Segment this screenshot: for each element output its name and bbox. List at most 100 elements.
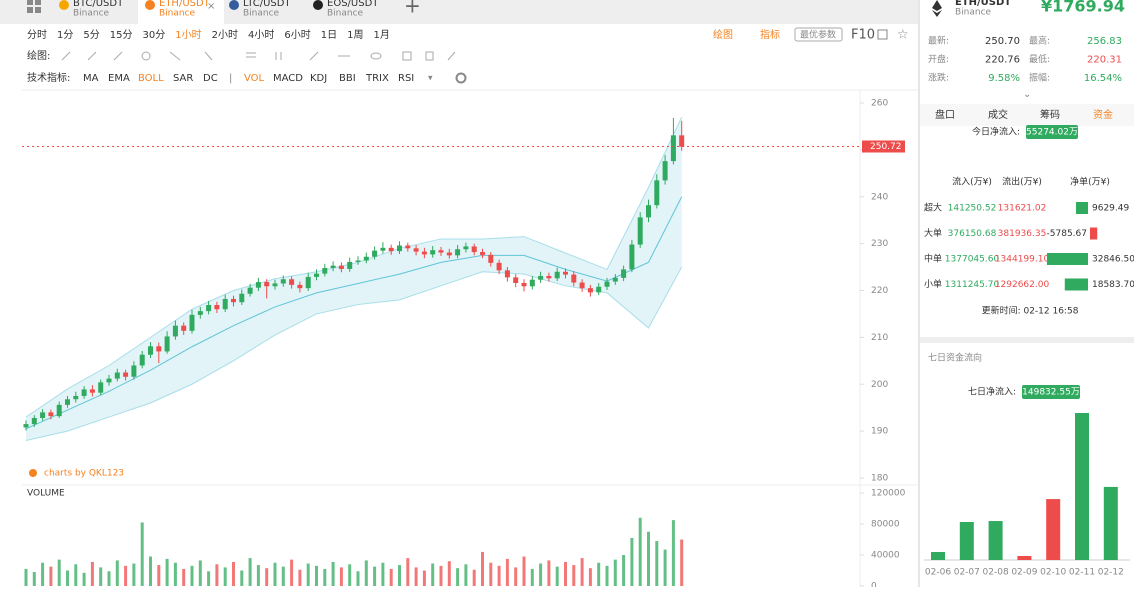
indicator-option[interactable]: TRIX (365, 73, 389, 84)
tab-bar (0, 0, 918, 24)
candle-body (164, 336, 170, 352)
seven-day-bar (931, 551, 945, 560)
interval-button[interactable]: 2小时 (212, 29, 238, 41)
candle-body (189, 314, 195, 331)
panel-tab[interactable]: 资金 (1093, 108, 1113, 121)
expand-arrow[interactable]: ⌄ (1023, 89, 1031, 100)
interval-button[interactable]: 分时 (27, 29, 47, 41)
interval-button[interactable]: 15分 (110, 29, 133, 41)
volume-bar (422, 570, 426, 586)
panel-tab[interactable]: 盘口 (935, 108, 955, 121)
volume-bar (306, 563, 310, 586)
candle-body (571, 274, 577, 283)
watermark: charts by QKL123 (44, 469, 124, 479)
draw-tools[interactable] (61, 51, 456, 61)
candle-body (148, 346, 153, 355)
indicator-button[interactable]: 指标 (760, 28, 780, 41)
interval-button[interactable]: 1月 (373, 29, 389, 41)
fullscreen-icon[interactable] (877, 29, 888, 40)
candle-body (65, 399, 70, 405)
more-arrow[interactable]: ▾ (428, 74, 433, 84)
param-label[interactable]: 最优参数 (800, 29, 836, 41)
volume-bar (207, 571, 211, 586)
stat-value: 9.58% (988, 73, 1020, 84)
candle-body (463, 246, 469, 250)
volume-bar (223, 567, 227, 586)
candle-body (222, 298, 228, 310)
candle-body (546, 275, 552, 279)
interval-button[interactable]: 6小时 (284, 29, 310, 41)
indicator-option[interactable]: KDJ (310, 73, 327, 84)
volume-bar (74, 564, 78, 586)
candle-body (206, 305, 212, 312)
seven-day-bar (959, 522, 974, 560)
draw-button[interactable]: 绘图 (713, 28, 733, 41)
add-tab[interactable]: + (404, 0, 421, 18)
star-icon[interactable]: ☆ (897, 28, 909, 43)
panel-exchange: Binance (955, 8, 992, 18)
candle-body (247, 287, 253, 294)
tab-symbol[interactable]: ETH/USDT (159, 0, 211, 9)
candle-body (380, 247, 386, 251)
indicator-option[interactable]: BOLL (138, 73, 164, 84)
candle-body (81, 389, 87, 396)
seven-day-bar (1017, 555, 1032, 560)
coin-icon (59, 0, 69, 10)
indicator-option[interactable]: MACD (273, 73, 303, 84)
volume-bar (373, 566, 377, 586)
draw-label: 绘图: (27, 49, 50, 62)
y-tick-label: 180 (871, 474, 888, 484)
f10-button[interactable]: F10 (851, 28, 875, 43)
candle-body (305, 276, 311, 289)
param-button[interactable] (794, 27, 843, 42)
interval-button[interactable]: 1周 (347, 29, 363, 41)
candle-body (438, 250, 444, 253)
interval-button[interactable]: 5分 (83, 29, 99, 41)
candle-body (239, 293, 245, 303)
indicator-option[interactable]: DC (203, 73, 218, 84)
volume-bar (90, 561, 94, 586)
volume-bar (647, 531, 650, 586)
tab-close[interactable]: × (207, 1, 215, 12)
interval-button[interactable]: 4小时 (248, 29, 274, 41)
tab-symbol[interactable]: LTC/USDT (243, 0, 291, 9)
interval-button[interactable]: 1小时 (175, 29, 201, 41)
panel-tab[interactable]: 成交 (988, 108, 1008, 121)
volume-bar (315, 565, 318, 586)
interval-button[interactable]: 30分 (142, 29, 165, 41)
candle-body (231, 298, 236, 303)
candle-body (405, 245, 411, 249)
interval-button[interactable]: 1日 (321, 30, 337, 41)
flow-out: 381936.35 (998, 229, 1047, 239)
volume-bar (132, 563, 136, 586)
net-bar (1046, 253, 1088, 265)
volume-bar (140, 522, 144, 586)
indicator-option[interactable]: VOL (244, 73, 265, 84)
indicator-option[interactable]: MA (83, 73, 99, 84)
candle-body (646, 205, 651, 218)
candle-body (529, 279, 535, 287)
indicator-option[interactable]: BBI (339, 73, 356, 84)
flow-label: 超大 (924, 202, 942, 214)
indicator-option[interactable]: RSI (398, 73, 414, 84)
flow-out: 1292662.00 (995, 280, 1050, 290)
volume-bar (182, 568, 186, 586)
candle-body (679, 135, 685, 147)
settings-icon[interactable] (455, 72, 467, 84)
panel-tab[interactable]: 筹码 (1040, 108, 1060, 121)
interval-button[interactable]: 1分 (57, 29, 73, 41)
candle-body (156, 346, 162, 352)
candle-body (338, 265, 344, 269)
seven-day-date: 02-12 (1098, 568, 1124, 578)
coin-icon (313, 0, 323, 10)
volume-bar (613, 559, 617, 586)
tab-symbol[interactable]: BTC/USDT (73, 0, 124, 9)
candle-body (272, 283, 278, 287)
volume-bar (356, 571, 360, 586)
candle-body (40, 412, 46, 418)
volume-tick-label: 40000 (871, 551, 900, 561)
coin-icon (229, 0, 239, 10)
indicator-option[interactable]: SAR (173, 73, 193, 84)
tab-symbol[interactable]: EOS/USDT (327, 0, 379, 9)
indicator-option[interactable]: EMA (108, 73, 130, 84)
